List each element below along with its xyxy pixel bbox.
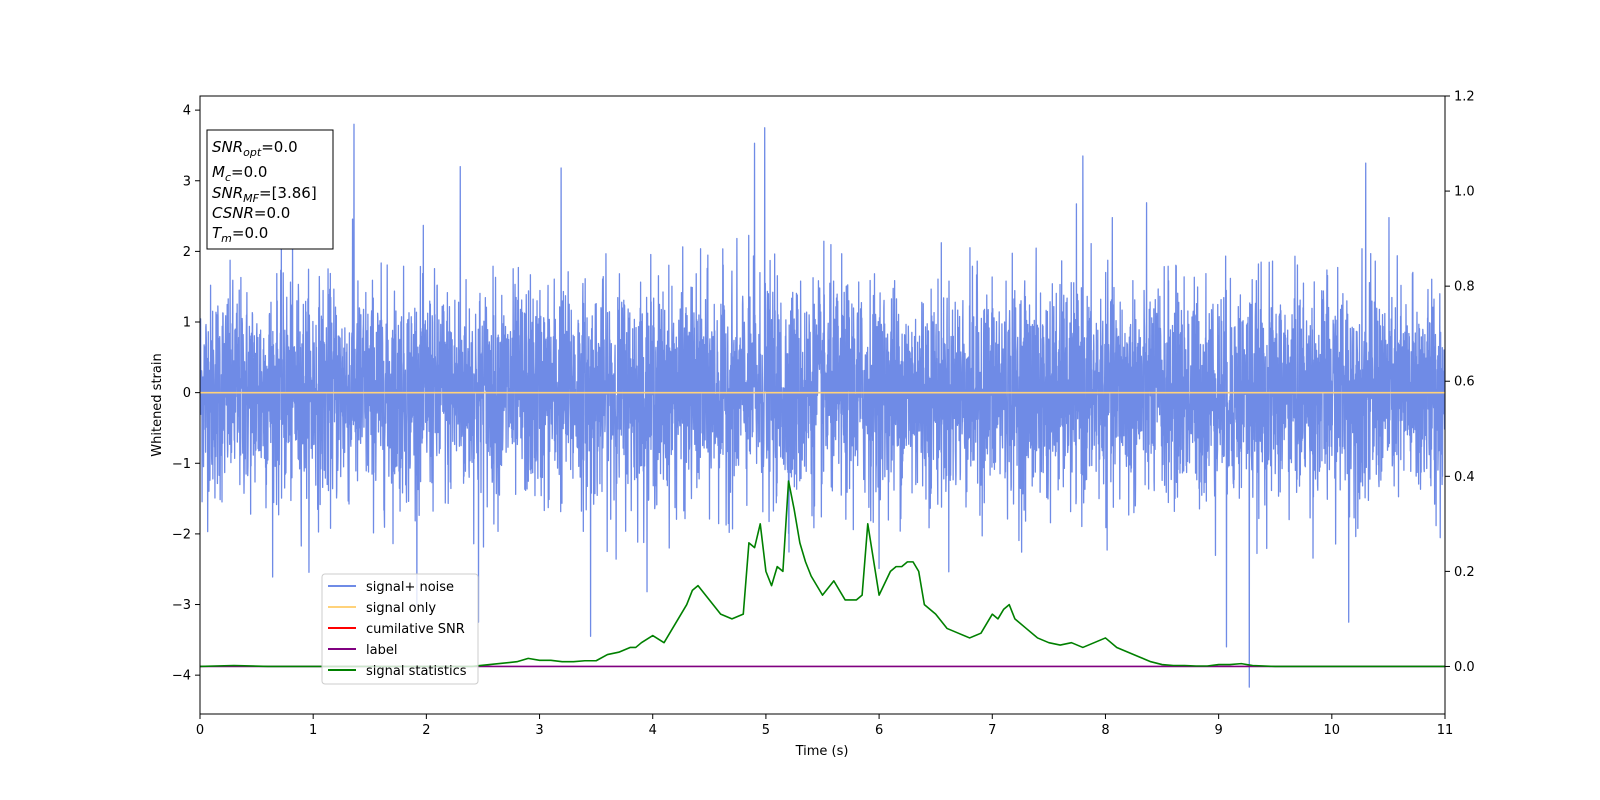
y-tick-label: 4 <box>183 104 191 119</box>
y-axis-ticks: −4 −3 −2 −1 0 1 2 3 4 <box>172 104 200 684</box>
y2-tick-label: 0.8 <box>1454 280 1475 295</box>
y2-axis-ticks: 0.0 0.2 0.4 0.6 0.8 1.0 1.2 <box>1445 90 1475 675</box>
x-tick-label: 7 <box>988 723 996 738</box>
stat-csnr: CSNR=0.0 <box>212 204 290 222</box>
stat-snr-mf: SNRMF=[3.86] <box>212 184 317 205</box>
y2-tick-label: 0.6 <box>1454 375 1475 390</box>
y2-tick-label: 0.4 <box>1454 470 1475 485</box>
legend: signal+ noise signal only cumilative SNR… <box>321 573 479 685</box>
x-tick-label: 10 <box>1324 723 1341 738</box>
x-tick-label: 2 <box>422 723 430 738</box>
legend-label-signal-statistics: signal statistics <box>366 664 467 679</box>
y-tick-label: −3 <box>172 598 191 613</box>
y-tick-label: −2 <box>172 527 191 542</box>
legend-frame <box>321 573 479 685</box>
x-tick-label: 1 <box>309 723 317 738</box>
legend-label-cumulative-snr: cumilative SNR <box>366 622 465 637</box>
plot-frame <box>199 95 1446 715</box>
y2-tick-label: 1.0 <box>1454 185 1475 200</box>
y-tick-label: 2 <box>183 245 191 260</box>
y-tick-label: 0 <box>183 386 191 401</box>
stat-mc: Mc=0.0 <box>212 163 267 184</box>
y2-tick-label: 1.2 <box>1454 90 1475 105</box>
x-axis-ticks: 0 1 2 3 4 5 6 7 8 9 10 11 <box>196 714 1453 738</box>
y-tick-label: −1 <box>172 457 191 472</box>
stats-annotation-box: SNRopt=0.0 Mc=0.0 SNRMF=[3.86] CSNR=0.0 … <box>206 129 334 250</box>
stat-tm: Tm=0.0 <box>212 224 268 245</box>
y2-tick-label: 0.2 <box>1454 565 1475 580</box>
x-tick-label: 6 <box>875 723 883 738</box>
y-tick-label: 1 <box>183 316 191 331</box>
y-tick-label: −4 <box>172 669 191 684</box>
x-tick-label: 5 <box>762 723 770 738</box>
stats-box-frame <box>206 129 334 250</box>
signal-noise-series <box>200 123 1445 688</box>
stat-snr-opt: SNRopt=0.0 <box>212 138 298 159</box>
y-axis-label: Whitened strain <box>150 353 165 456</box>
signal-statistics-line <box>200 480 1445 668</box>
x-tick-label: 3 <box>535 723 543 738</box>
signal-noise-line <box>200 123 1445 688</box>
y2-tick-label: 0.0 <box>1454 660 1475 675</box>
x-axis-label: Time (s) <box>795 744 849 759</box>
x-tick-label: 4 <box>649 723 657 738</box>
x-tick-label: 11 <box>1437 723 1454 738</box>
x-tick-label: 0 <box>196 723 204 738</box>
legend-label-signal-noise: signal+ noise <box>366 580 454 595</box>
legend-label-signal-only: signal only <box>366 601 436 616</box>
x-tick-label: 9 <box>1214 723 1222 738</box>
y-tick-label: 3 <box>183 174 191 189</box>
x-tick-label: 8 <box>1101 723 1109 738</box>
legend-label-label: label <box>366 643 397 658</box>
